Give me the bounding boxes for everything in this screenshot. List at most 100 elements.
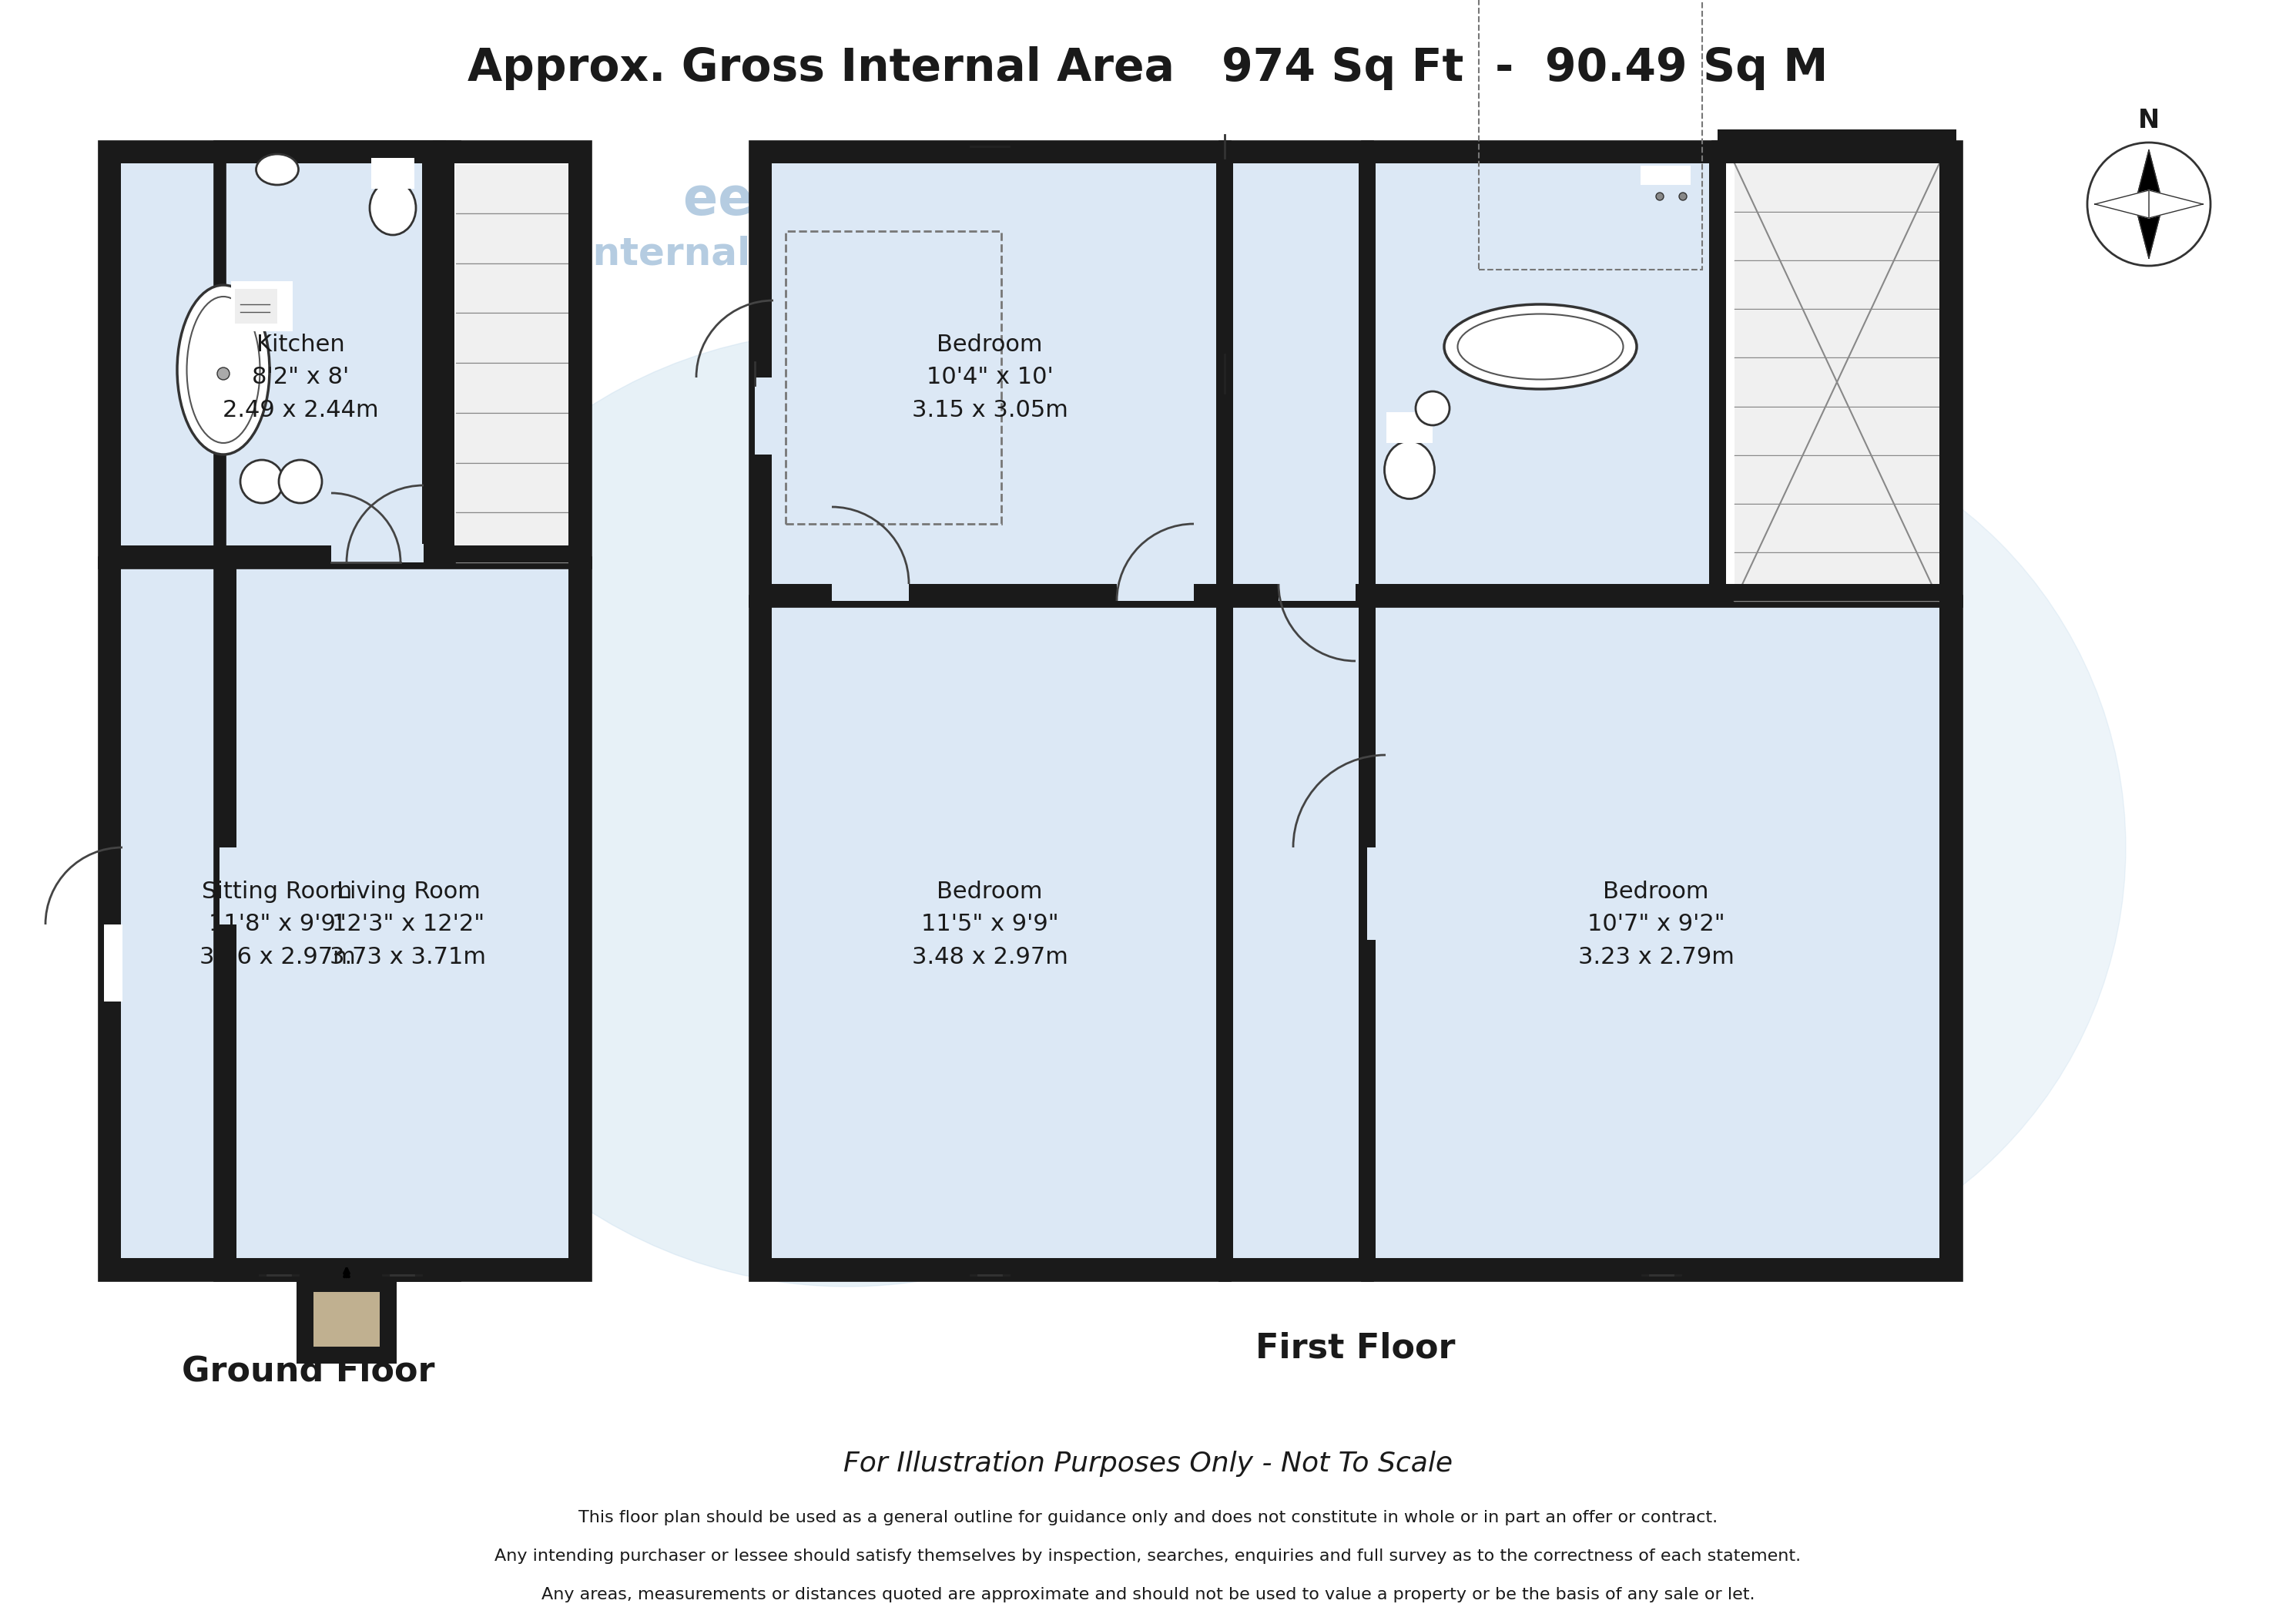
Bar <box>1217 146 1233 1275</box>
Ellipse shape <box>1384 442 1435 499</box>
Text: ss Internal Area  974 Sq Ft -: ss Internal Area 974 Sq Ft - <box>519 235 1130 273</box>
Bar <box>296 1346 397 1364</box>
Bar <box>1479 270 1701 562</box>
Bar <box>569 146 585 1275</box>
Bar <box>785 231 1001 525</box>
Bar <box>1733 164 1940 213</box>
Bar <box>103 146 122 1275</box>
Bar <box>1733 310 1940 357</box>
Bar <box>1279 583 1355 601</box>
Bar <box>457 214 569 263</box>
Bar <box>1359 146 1375 601</box>
Circle shape <box>370 331 1325 1286</box>
Bar <box>1224 146 1366 601</box>
Bar <box>439 146 455 562</box>
Bar <box>457 265 569 313</box>
Bar <box>220 848 239 924</box>
Bar <box>1116 583 1194 601</box>
Bar <box>1733 505 1940 552</box>
Bar <box>296 1275 397 1364</box>
Ellipse shape <box>370 180 416 235</box>
Polygon shape <box>2135 151 2163 205</box>
Text: For Illustration Purposes Only - Not To Scale: For Illustration Purposes Only - Not To … <box>843 1450 1453 1476</box>
Text: Any areas, measurements or distances quoted are approximate and should not be us: Any areas, measurements or distances quo… <box>542 1587 1754 1603</box>
Bar <box>220 146 585 164</box>
Polygon shape <box>2149 190 2202 218</box>
Bar <box>103 146 455 164</box>
Ellipse shape <box>177 286 269 455</box>
Bar <box>220 146 439 562</box>
Circle shape <box>1678 193 1688 200</box>
Bar <box>103 924 122 1002</box>
Text: First Floor: First Floor <box>1256 1332 1456 1364</box>
Bar <box>379 1275 397 1364</box>
Bar <box>1224 601 1366 1275</box>
Bar <box>1940 146 1956 1275</box>
Bar <box>1733 456 1940 503</box>
Text: Bedroom
11'5" x 9'9"
3.48 x 2.97m: Bedroom 11'5" x 9'9" 3.48 x 2.97m <box>912 880 1068 968</box>
Bar <box>755 601 1224 1275</box>
Bar <box>220 562 585 1275</box>
Ellipse shape <box>1444 304 1637 390</box>
Bar <box>439 146 585 562</box>
Text: Bedroom
10'4" x 10'
3.15 x 3.05m: Bedroom 10'4" x 10' 3.15 x 3.05m <box>912 333 1068 422</box>
Text: Sitting Room
11'8" x 9'9"
3.56 x 2.97m: Sitting Room 11'8" x 9'9" 3.56 x 2.97m <box>200 880 356 968</box>
Bar <box>220 546 585 562</box>
Text: een, Danbury,: een, Danbury, <box>684 174 1088 226</box>
Bar <box>1366 601 1956 1275</box>
Bar <box>755 585 1956 601</box>
Bar <box>232 281 292 331</box>
Bar <box>103 562 455 1275</box>
Bar <box>1708 146 1727 601</box>
Bar <box>457 364 569 412</box>
Bar <box>1366 848 1384 940</box>
Bar <box>755 146 771 1275</box>
Bar <box>1359 601 1375 1275</box>
Bar <box>1717 146 1956 601</box>
Bar <box>103 146 455 562</box>
Bar <box>755 146 1956 164</box>
Bar <box>457 315 569 362</box>
Ellipse shape <box>257 154 298 185</box>
Bar <box>1733 213 1940 260</box>
Bar <box>103 546 455 562</box>
Bar <box>755 146 1224 601</box>
Bar <box>1733 261 1940 309</box>
Text: Living Room
12'3" x 12'2"
3.73 x 3.71m: Living Room 12'3" x 12'2" 3.73 x 3.71m <box>331 880 487 968</box>
Bar <box>1642 166 1690 185</box>
Bar <box>103 1259 585 1275</box>
Circle shape <box>1263 416 2126 1278</box>
Text: Ground Floor: Ground Floor <box>181 1354 434 1389</box>
Text: Kitchen
8'2" x 8'
2.49 x 2.44m: Kitchen 8'2" x 8' 2.49 x 2.44m <box>223 333 379 422</box>
Bar <box>347 544 425 562</box>
Bar <box>755 1259 1956 1275</box>
Text: Bedroom
10'7" x 9'2"
3.23 x 2.79m: Bedroom 10'7" x 9'2" 3.23 x 2.79m <box>1577 880 1733 968</box>
Text: N: N <box>2138 107 2161 133</box>
Text: Any intending purchaser or lessee should satisfy themselves by inspection, searc: Any intending purchaser or lessee should… <box>496 1549 1800 1564</box>
Bar <box>331 544 400 562</box>
Bar <box>1733 359 1940 406</box>
Bar <box>1479 0 1701 270</box>
Circle shape <box>278 460 321 503</box>
Ellipse shape <box>1458 313 1623 380</box>
Circle shape <box>2087 143 2211 266</box>
Polygon shape <box>2094 190 2149 218</box>
Text: This floor plan should be used as a general outline for guidance only and does n: This floor plan should be used as a gene… <box>579 1510 1717 1525</box>
Circle shape <box>218 367 230 380</box>
Bar <box>1717 130 1956 146</box>
Circle shape <box>241 460 282 503</box>
Bar <box>234 289 278 323</box>
Bar <box>457 414 569 463</box>
Circle shape <box>1655 193 1665 200</box>
Text: pond: pond <box>1375 754 1922 940</box>
Bar <box>457 464 569 513</box>
Polygon shape <box>2135 205 2163 258</box>
Bar <box>457 515 569 562</box>
Bar <box>1733 408 1940 455</box>
Bar <box>1366 146 1717 601</box>
Text: Approx. Gross Internal Area   974 Sq Ft  -  90.49 Sq M: Approx. Gross Internal Area 974 Sq Ft - … <box>468 45 1828 91</box>
Bar <box>422 146 439 562</box>
Bar <box>457 166 569 213</box>
Bar <box>296 1275 315 1364</box>
Circle shape <box>1417 391 1449 425</box>
